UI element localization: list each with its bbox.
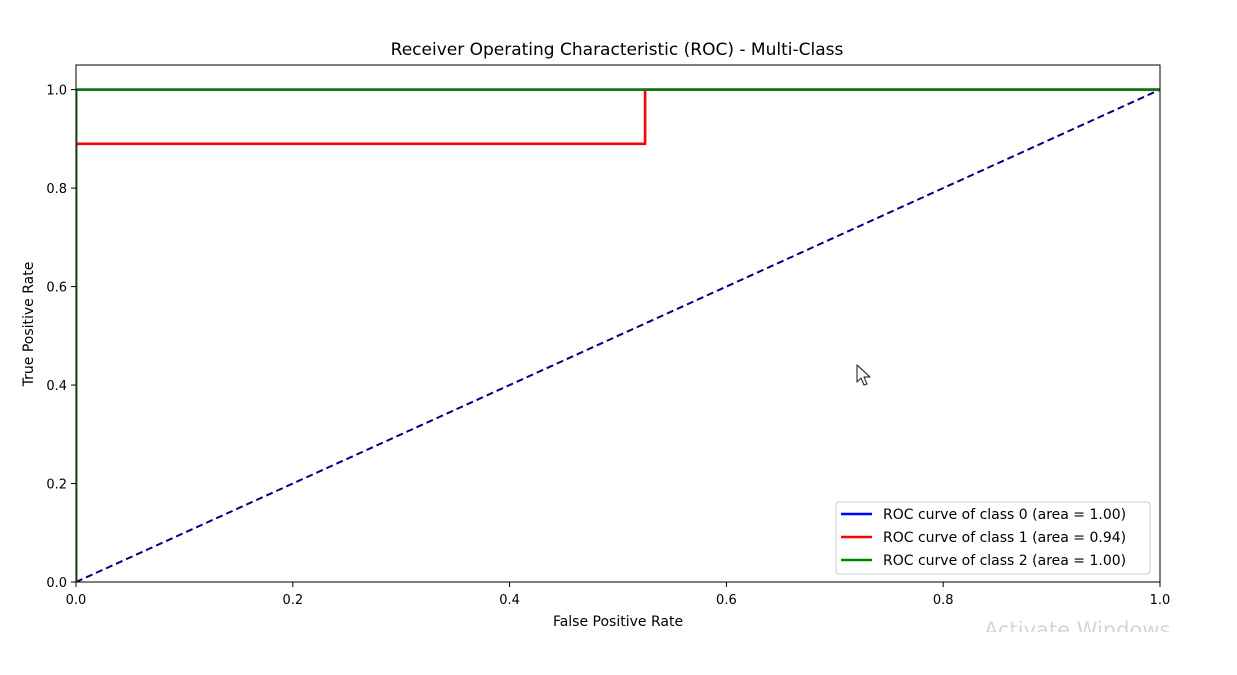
axes-frame [75, 64, 1161, 583]
legend-box [835, 501, 1151, 575]
x-tick-label: 0.4 [499, 593, 520, 608]
y-tick-label: 0.2 [46, 478, 67, 493]
axes-background [76, 65, 1160, 582]
x-axis-label: False Positive Rate [553, 614, 683, 630]
y-tick-label: 0.6 [46, 281, 67, 296]
legend-label-class-2: ROC curve of class 2 (area = 1.00) [883, 553, 1126, 569]
y-tick-label: 0.8 [46, 182, 67, 197]
watermark-text: Activate Windows [984, 618, 1171, 632]
series-line-class-2 [76, 88, 1160, 582]
x-tick-label: 0.8 [933, 593, 954, 608]
legend-label-class-1: ROC curve of class 1 (area = 0.94) [883, 530, 1126, 546]
y-tick-label: 0.4 [46, 379, 67, 394]
x-tick-label: 0.2 [282, 593, 303, 608]
mouse-pointer-icon [856, 364, 871, 386]
legend: ROC curve of class 0 (area = 1.00) ROC cu… [835, 501, 1151, 575]
plot-area: 0.0 0.2 0.4 0.6 0.8 1.0 0.0 0.2 0.4 0.6 0.8 1.0 [46, 64, 1171, 608]
reference-diagonal-line [76, 88, 1160, 582]
legend-label-class-0: ROC curve of class 0 (area = 1.00) [883, 507, 1126, 523]
y-tick-label: 1.0 [46, 84, 67, 99]
x-tick-label: 1.0 [1150, 593, 1171, 608]
y-tick-label: 0.0 [46, 576, 67, 591]
series-lines [76, 88, 1160, 582]
y-axis-label: True Positive Rate [21, 262, 37, 388]
x-tick-label: 0.6 [716, 593, 737, 608]
x-tick-label: 0.0 [66, 593, 87, 608]
chart-title: Receiver Operating Characteristic (ROC) … [391, 40, 844, 60]
